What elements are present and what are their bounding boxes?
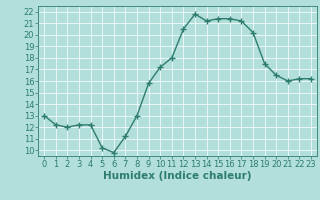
X-axis label: Humidex (Indice chaleur): Humidex (Indice chaleur) — [103, 171, 252, 181]
